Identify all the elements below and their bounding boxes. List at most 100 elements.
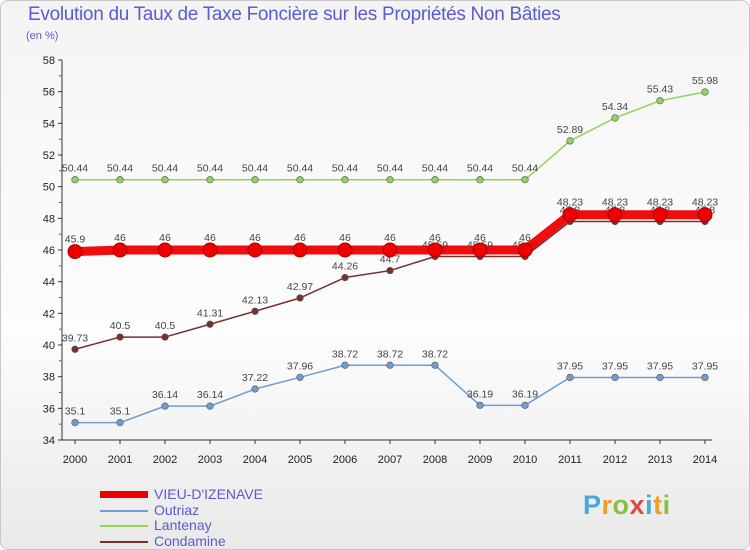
data-label: 46 bbox=[429, 232, 441, 244]
y-axis-unit-label: (en %) bbox=[26, 30, 59, 42]
proxiti-logo: Proxiti bbox=[583, 490, 671, 521]
data-point bbox=[386, 361, 394, 369]
legend-label: Lantenay bbox=[154, 517, 212, 533]
data-point bbox=[341, 361, 349, 369]
data-point bbox=[386, 266, 394, 275]
x-tick-label: 2004 bbox=[243, 454, 267, 466]
data-point bbox=[116, 176, 124, 184]
x-tick-label: 2011 bbox=[558, 454, 582, 466]
data-label: 48.23 bbox=[602, 197, 628, 209]
data-point bbox=[382, 242, 398, 258]
data-point bbox=[296, 294, 304, 302]
data-point bbox=[386, 176, 394, 184]
data-label: 46 bbox=[384, 232, 396, 244]
data-point bbox=[521, 401, 529, 409]
x-tick-label: 2009 bbox=[468, 454, 492, 466]
y-tick-label: 46 bbox=[43, 245, 55, 257]
chart-title: Evolution du Taux de Taxe Foncière sur l… bbox=[28, 4, 561, 25]
data-point bbox=[71, 345, 79, 353]
data-point bbox=[161, 176, 169, 184]
x-tick-label: 2003 bbox=[198, 454, 222, 466]
data-label: 46 bbox=[204, 232, 216, 244]
logo-letter: i bbox=[645, 490, 654, 520]
data-point bbox=[431, 176, 439, 184]
data-point bbox=[427, 242, 443, 258]
data-point bbox=[341, 176, 349, 184]
data-label: 46 bbox=[474, 232, 486, 244]
data-point bbox=[71, 176, 79, 184]
data-label: 50.44 bbox=[242, 163, 268, 175]
data-label: 46 bbox=[249, 232, 261, 244]
data-point bbox=[431, 361, 439, 369]
data-label: 35.1 bbox=[110, 406, 131, 418]
x-tick-label: 2010 bbox=[513, 454, 537, 466]
data-label: 46 bbox=[519, 232, 531, 244]
data-label: 37.95 bbox=[602, 360, 628, 372]
data-label: 50.44 bbox=[197, 163, 223, 175]
y-tick-label: 44 bbox=[43, 277, 55, 289]
y-tick-label: 42 bbox=[43, 308, 55, 320]
x-tick-label: 2000 bbox=[63, 454, 87, 466]
data-point bbox=[476, 401, 484, 409]
data-point bbox=[607, 207, 623, 223]
data-point bbox=[701, 373, 709, 382]
logo-letter: i bbox=[662, 490, 671, 520]
data-label: 46 bbox=[294, 232, 306, 244]
x-tick-label: 2013 bbox=[648, 454, 672, 466]
y-tick-label: 50 bbox=[43, 182, 55, 194]
data-label: 50.44 bbox=[512, 163, 538, 175]
data-label: 38.72 bbox=[377, 348, 403, 360]
data-point bbox=[71, 418, 79, 427]
y-tick-label: 54 bbox=[43, 118, 55, 130]
data-point bbox=[566, 373, 574, 382]
data-label: 48.23 bbox=[647, 197, 673, 209]
data-label: 55.43 bbox=[647, 84, 673, 96]
data-point bbox=[116, 333, 124, 341]
data-label: 37.95 bbox=[647, 360, 673, 372]
x-tick-label: 2005 bbox=[288, 454, 312, 466]
logo-letter: x bbox=[629, 490, 646, 520]
data-point bbox=[517, 242, 533, 258]
data-label: 48.23 bbox=[557, 197, 583, 209]
data-point bbox=[292, 242, 308, 258]
data-label: 44.26 bbox=[332, 261, 358, 273]
data-label: 50.44 bbox=[377, 163, 403, 175]
data-label: 44.7 bbox=[380, 254, 401, 266]
data-point bbox=[67, 244, 83, 260]
data-label: 46 bbox=[114, 232, 126, 244]
y-tick-label: 56 bbox=[43, 87, 55, 99]
data-point bbox=[161, 402, 169, 410]
data-label: 45.9 bbox=[65, 234, 86, 246]
legend-label: VIEU-D'IZENAVE bbox=[154, 486, 263, 502]
data-point bbox=[611, 114, 619, 122]
data-point bbox=[296, 176, 304, 184]
data-label: 54.34 bbox=[602, 101, 628, 113]
data-point bbox=[337, 242, 353, 258]
data-label: 37.96 bbox=[287, 360, 313, 372]
legend-label: Condamine bbox=[154, 532, 226, 549]
data-label: 37.22 bbox=[242, 372, 268, 384]
data-label: 35.1 bbox=[65, 406, 86, 418]
x-tick-label: 2006 bbox=[333, 454, 357, 466]
data-label: 36.14 bbox=[197, 389, 223, 401]
data-point bbox=[697, 207, 713, 223]
data-point bbox=[251, 176, 259, 184]
data-point bbox=[116, 418, 124, 427]
data-label: 50.44 bbox=[422, 163, 448, 175]
data-point bbox=[157, 242, 173, 258]
y-tick-label: 40 bbox=[43, 340, 55, 352]
data-point bbox=[341, 273, 349, 282]
data-label: 41.31 bbox=[197, 307, 223, 319]
data-label: 37.95 bbox=[557, 360, 583, 372]
data-point bbox=[251, 385, 259, 393]
data-point bbox=[521, 176, 529, 184]
y-tick-label: 38 bbox=[43, 372, 55, 384]
data-point bbox=[247, 242, 263, 258]
data-label: 46 bbox=[339, 232, 351, 244]
data-label: 39.73 bbox=[62, 332, 88, 344]
x-tick-label: 2012 bbox=[603, 454, 627, 466]
data-point bbox=[656, 373, 664, 382]
y-tick-label: 48 bbox=[43, 213, 55, 225]
data-label: 40.5 bbox=[110, 320, 131, 332]
data-label: 46 bbox=[159, 232, 171, 244]
